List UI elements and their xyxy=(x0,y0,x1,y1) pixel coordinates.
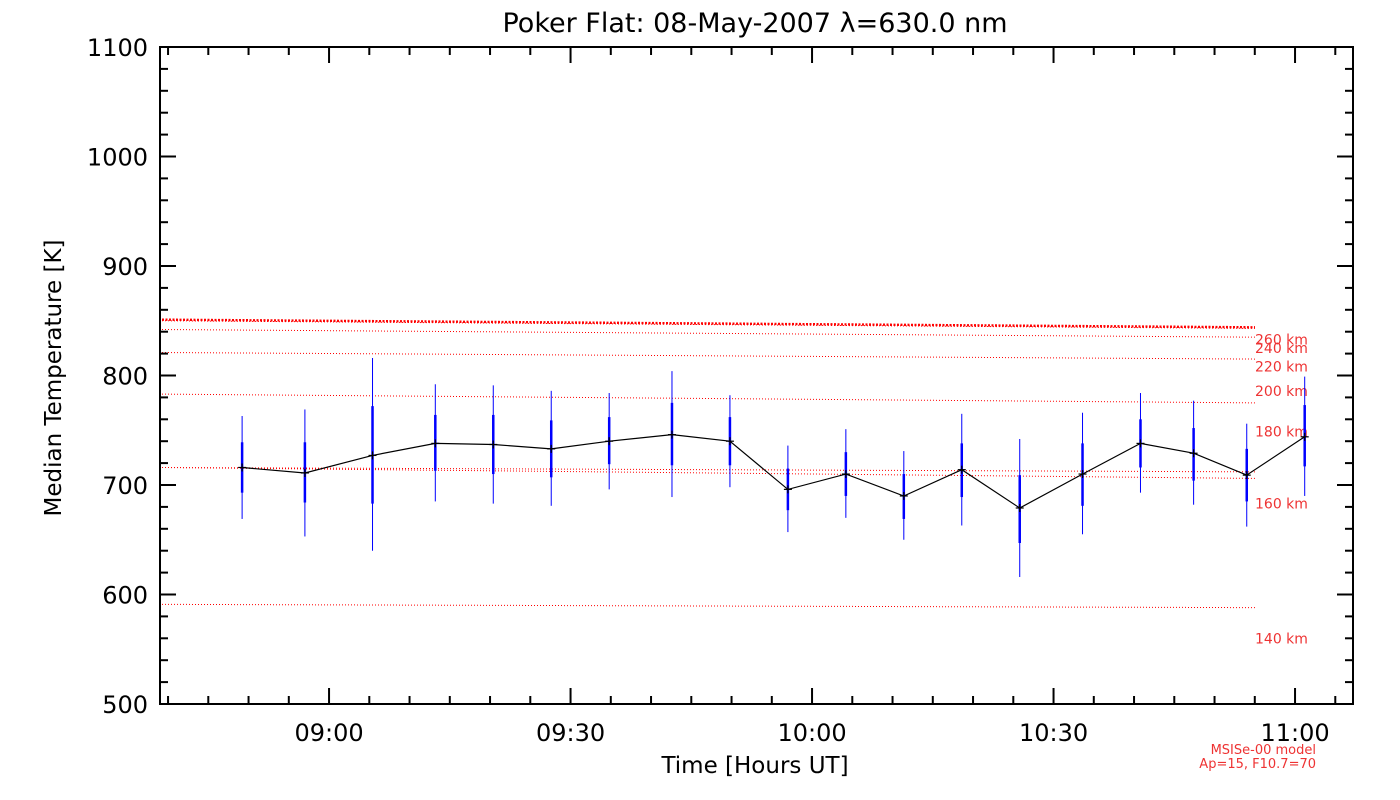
y-tick-label: 1100 xyxy=(87,34,148,62)
x-tick-label: 09:00 xyxy=(294,719,363,747)
y-tick-label: 700 xyxy=(102,472,148,500)
model-line-label-5: 160 km xyxy=(1255,497,1308,513)
model-line-5 xyxy=(161,466,1256,479)
data-point xyxy=(547,444,556,453)
y-tick-label: 800 xyxy=(102,363,148,391)
model-line-3 xyxy=(161,393,1256,404)
model-line-2 xyxy=(161,352,1256,360)
data-point xyxy=(1136,439,1145,448)
model-line-4 xyxy=(161,466,1256,473)
data-point xyxy=(1300,432,1309,441)
model-line-label-0: 260 km xyxy=(1255,332,1308,348)
y-tick-label: 500 xyxy=(102,691,148,719)
errorbar-layer xyxy=(240,357,1306,577)
model-line-6 xyxy=(161,603,1256,609)
model-line-1 xyxy=(161,329,1256,338)
y-tick-label: 1000 xyxy=(87,144,148,172)
data-point xyxy=(489,440,498,449)
data-point xyxy=(431,439,440,448)
data-point xyxy=(300,468,309,477)
data-point xyxy=(783,485,792,494)
chart-title: Poker Flat: 08-May-2007 λ=630.0 nm xyxy=(502,8,1007,39)
data-point xyxy=(1078,470,1087,479)
x-axis-label: Time [Hours UT] xyxy=(660,753,848,779)
data-point xyxy=(957,465,966,474)
data-point xyxy=(368,451,377,460)
data-point xyxy=(605,437,614,446)
data-point xyxy=(841,470,850,479)
data-point xyxy=(1015,503,1024,512)
footnote-params: Ap=15, F10.7=70 xyxy=(1199,757,1316,772)
axis-layer: 500 600 700 800 900 1000 1100 09:00 09:30 10:00 10… xyxy=(87,34,1354,747)
footnote-model: MSISe-00 model xyxy=(1211,743,1316,758)
model-line-label-6: 140 km xyxy=(1255,631,1308,647)
series-layer xyxy=(238,430,1309,512)
data-point xyxy=(725,437,734,446)
x-tick-label: 10:00 xyxy=(777,719,846,747)
y-tick-label: 900 xyxy=(102,253,148,281)
plot-frame xyxy=(159,46,1354,705)
x-tick-label: 11:00 xyxy=(1260,719,1329,747)
data-point xyxy=(667,430,676,439)
x-tick-label: 09:30 xyxy=(536,719,605,747)
data-point xyxy=(899,491,908,500)
series-line-0 xyxy=(242,433,1306,509)
model-line-label-2: 220 km xyxy=(1255,360,1308,376)
model-line-label-3: 200 km xyxy=(1255,384,1308,400)
data-point xyxy=(1189,449,1198,458)
data-point xyxy=(1242,471,1251,480)
model-line-label-1: 240 km xyxy=(1255,341,1308,357)
model-line-label-4: 180 km xyxy=(1255,424,1308,440)
y-axis-label: Median Temperature [K] xyxy=(41,240,67,517)
data-point xyxy=(238,463,247,472)
y-tick-label: 600 xyxy=(102,582,148,610)
model-line-highlight xyxy=(161,318,1256,329)
x-tick-label: 10:30 xyxy=(1019,719,1088,747)
